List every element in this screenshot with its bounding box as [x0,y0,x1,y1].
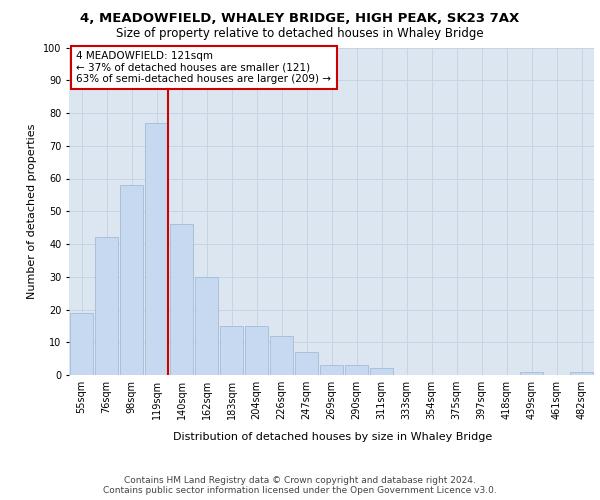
Y-axis label: Number of detached properties: Number of detached properties [28,124,37,299]
Bar [95,238,118,375]
Bar [320,365,343,375]
Bar [270,336,293,375]
Text: 4, MEADOWFIELD, WHALEY BRIDGE, HIGH PEAK, SK23 7AX: 4, MEADOWFIELD, WHALEY BRIDGE, HIGH PEAK… [80,12,520,26]
Bar [120,185,143,375]
Bar [520,372,543,375]
Bar [70,313,93,375]
Bar [145,123,168,375]
Bar [295,352,318,375]
Text: 4 MEADOWFIELD: 121sqm
← 37% of detached houses are smaller (121)
63% of semi-det: 4 MEADOWFIELD: 121sqm ← 37% of detached … [77,51,331,84]
Bar [195,277,218,375]
Text: Size of property relative to detached houses in Whaley Bridge: Size of property relative to detached ho… [116,28,484,40]
Bar [570,372,593,375]
Bar [245,326,268,375]
Bar [345,365,368,375]
Bar [170,224,193,375]
Bar [370,368,393,375]
Text: Contains HM Land Registry data © Crown copyright and database right 2024.
Contai: Contains HM Land Registry data © Crown c… [103,476,497,495]
Bar [220,326,243,375]
Text: Distribution of detached houses by size in Whaley Bridge: Distribution of detached houses by size … [173,432,493,442]
